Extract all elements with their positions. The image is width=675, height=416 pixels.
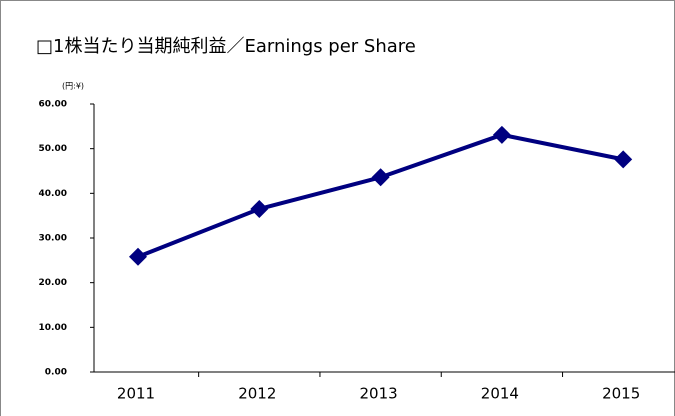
x-tick-label: 2013	[360, 385, 398, 403]
x-tick-label: 2012	[238, 385, 276, 403]
line-series	[137, 132, 624, 259]
y-tick-label: 20.00	[39, 278, 67, 288]
y-tick-label: 40.00	[39, 189, 67, 199]
x-tick-label: 2015	[602, 385, 640, 403]
marker	[492, 125, 511, 144]
marker	[614, 150, 633, 169]
chart-title: □1株当たり当期純利益／Earnings per Share	[36, 36, 416, 57]
y-axis-label: (円:¥)	[62, 82, 84, 91]
y-tick-label: 10.00	[39, 323, 67, 333]
y-tick-label: 60.00	[39, 100, 67, 110]
x-tick-label: 2011	[117, 385, 155, 403]
marker	[129, 247, 147, 266]
x-tick-label: 2014	[481, 385, 519, 403]
marker	[250, 199, 269, 218]
y-tick-label: 0.00	[45, 368, 67, 378]
y-tick-label: 30.00	[39, 234, 67, 244]
y-tick-label: 50.00	[39, 144, 67, 154]
marker	[371, 168, 390, 187]
